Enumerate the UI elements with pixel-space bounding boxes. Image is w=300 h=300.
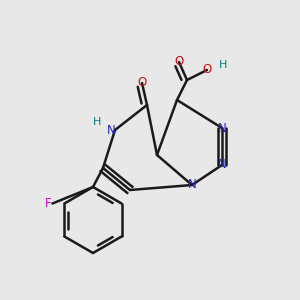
Text: H: H (93, 117, 101, 127)
Text: N: N (218, 158, 226, 172)
Text: N: N (106, 124, 116, 136)
Text: N: N (218, 122, 226, 134)
Text: H: H (219, 60, 227, 70)
Text: F: F (45, 197, 52, 210)
Text: O: O (174, 56, 184, 68)
Text: O: O (202, 64, 211, 76)
Text: N: N (188, 178, 196, 191)
Text: O: O (137, 76, 147, 89)
